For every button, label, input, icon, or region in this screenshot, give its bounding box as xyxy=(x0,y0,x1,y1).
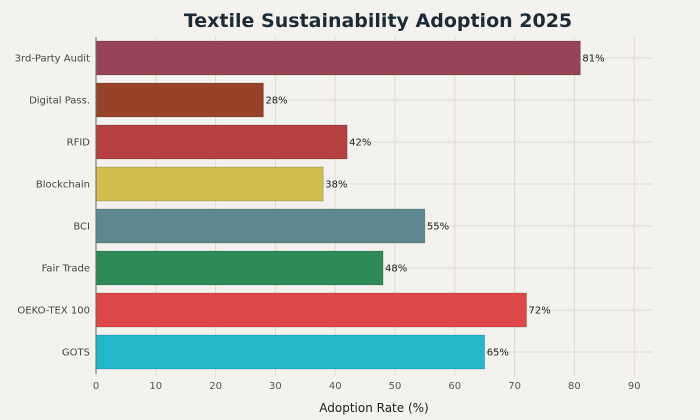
x-tick-label: 20 xyxy=(209,381,222,392)
x-tick-label: 40 xyxy=(329,381,342,392)
data-label: 48% xyxy=(385,264,407,275)
bar xyxy=(95,124,348,160)
x-tick-label: 60 xyxy=(448,381,461,392)
category-label: RFID xyxy=(67,138,91,149)
category-label: OEKO-TEX 100 xyxy=(17,306,90,317)
category-label: Fair Trade xyxy=(42,264,90,275)
bar xyxy=(95,82,264,118)
category-label: Digital Pass. xyxy=(29,96,90,107)
bar xyxy=(95,166,324,202)
category-label: GOTS xyxy=(62,348,90,359)
bar xyxy=(95,40,581,76)
data-label: 38% xyxy=(325,180,347,191)
x-tick-label: 0 xyxy=(93,381,99,392)
x-tick-label: 30 xyxy=(269,381,282,392)
x-tick-label: 10 xyxy=(149,381,162,392)
x-axis-title: Adoption Rate (%) xyxy=(319,401,428,415)
category-label: Blockchain xyxy=(36,180,90,191)
data-label: 42% xyxy=(349,138,371,149)
x-tick-label: 50 xyxy=(389,381,402,392)
bar xyxy=(95,334,486,370)
category-label: 3rd-Party Audit xyxy=(15,54,90,65)
bar xyxy=(95,208,426,244)
data-label: 81% xyxy=(582,54,604,65)
data-label: 65% xyxy=(487,348,509,359)
bar xyxy=(95,292,528,328)
data-label: 28% xyxy=(265,96,287,107)
bars: 3rd-Party Audit 81% Digital Pass. 28% RFID 42… xyxy=(15,40,605,370)
bar xyxy=(95,250,384,286)
x-axis-ticks: 0 10 20 30 40 50 60 70 80 90 xyxy=(93,381,641,392)
x-tick-label: 90 xyxy=(628,381,641,392)
x-tick-label: 70 xyxy=(508,381,521,392)
x-tick-label: 80 xyxy=(568,381,581,392)
category-label: BCI xyxy=(73,222,90,233)
chart-title: Textile Sustainability Adoption 2025 xyxy=(184,10,572,32)
data-label: 55% xyxy=(427,222,449,233)
data-label: 72% xyxy=(529,306,551,317)
